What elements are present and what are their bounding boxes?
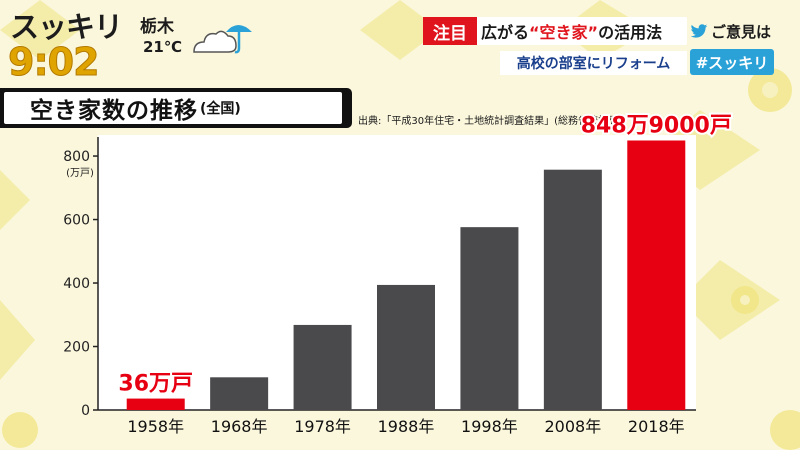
x-tick-label: 1988年 xyxy=(378,417,435,436)
headline-badge: 注目 xyxy=(423,17,477,45)
y-axis-label: (万戸) xyxy=(66,167,94,179)
headline-bar: 注目 広がる“空き家”の活用法 xyxy=(423,17,687,45)
x-tick-label: 1958年 xyxy=(127,417,184,436)
bar-1968年 xyxy=(210,377,269,410)
chart-title-strip: 空き家数の推移 (全国) xyxy=(0,88,352,128)
weather-location: 栃木 xyxy=(140,17,174,37)
bar-1978年 xyxy=(293,324,352,410)
y-tick-label: 200 xyxy=(63,340,90,356)
headline-text-before: 広がる xyxy=(481,23,530,42)
y-tick-label: 400 xyxy=(63,276,90,292)
x-tick-label: 1998年 xyxy=(461,417,518,436)
feedback-label: ご意見は xyxy=(711,23,772,41)
y-tick-label: 800 xyxy=(63,149,90,165)
chart-title-suffix: (全国) xyxy=(200,101,241,117)
twitter-bird-icon xyxy=(690,24,708,38)
bar-1988年 xyxy=(377,284,435,410)
cloud-umbrella-icon xyxy=(193,25,252,54)
data-label-annotation: 36万戸 xyxy=(118,372,193,397)
x-tick-label: 1968年 xyxy=(211,417,268,436)
program-logo: スッキリ xyxy=(10,10,123,44)
headline-text-emphasis: “空き家” xyxy=(529,23,599,42)
chart-title: 空き家数の推移 xyxy=(30,98,198,124)
data-label-annotation: 848万9000戸 xyxy=(581,113,732,138)
bar-1958年 xyxy=(126,398,185,410)
bar-2008年 xyxy=(543,169,602,410)
feedback-prompt: ご意見は xyxy=(690,21,771,42)
x-tick-label: 2008年 xyxy=(544,417,601,436)
hashtag-badge: #スッキリ xyxy=(690,49,774,75)
headline-text-after: の活用法 xyxy=(598,23,663,42)
x-tick-label: 2018年 xyxy=(628,417,685,436)
subheadline: 高校の部室にリフォーム xyxy=(500,51,687,75)
chart-title-plate: 空き家数の推移 (全国) xyxy=(4,92,342,124)
x-tick-label: 1978年 xyxy=(294,417,351,436)
weather-temperature: 21℃ xyxy=(143,38,183,56)
clock: 9:02 xyxy=(8,40,101,85)
chart-source: 出典:「平成30年住宅・土地統計調査結果」(総務省統計局) xyxy=(358,116,622,127)
y-tick-label: 0 xyxy=(81,403,90,419)
bar-2018年 xyxy=(627,140,686,410)
y-tick-label: 600 xyxy=(63,213,90,229)
bar-1998年 xyxy=(460,227,519,410)
headline-text: 広がる“空き家”の活用法 xyxy=(477,19,662,43)
